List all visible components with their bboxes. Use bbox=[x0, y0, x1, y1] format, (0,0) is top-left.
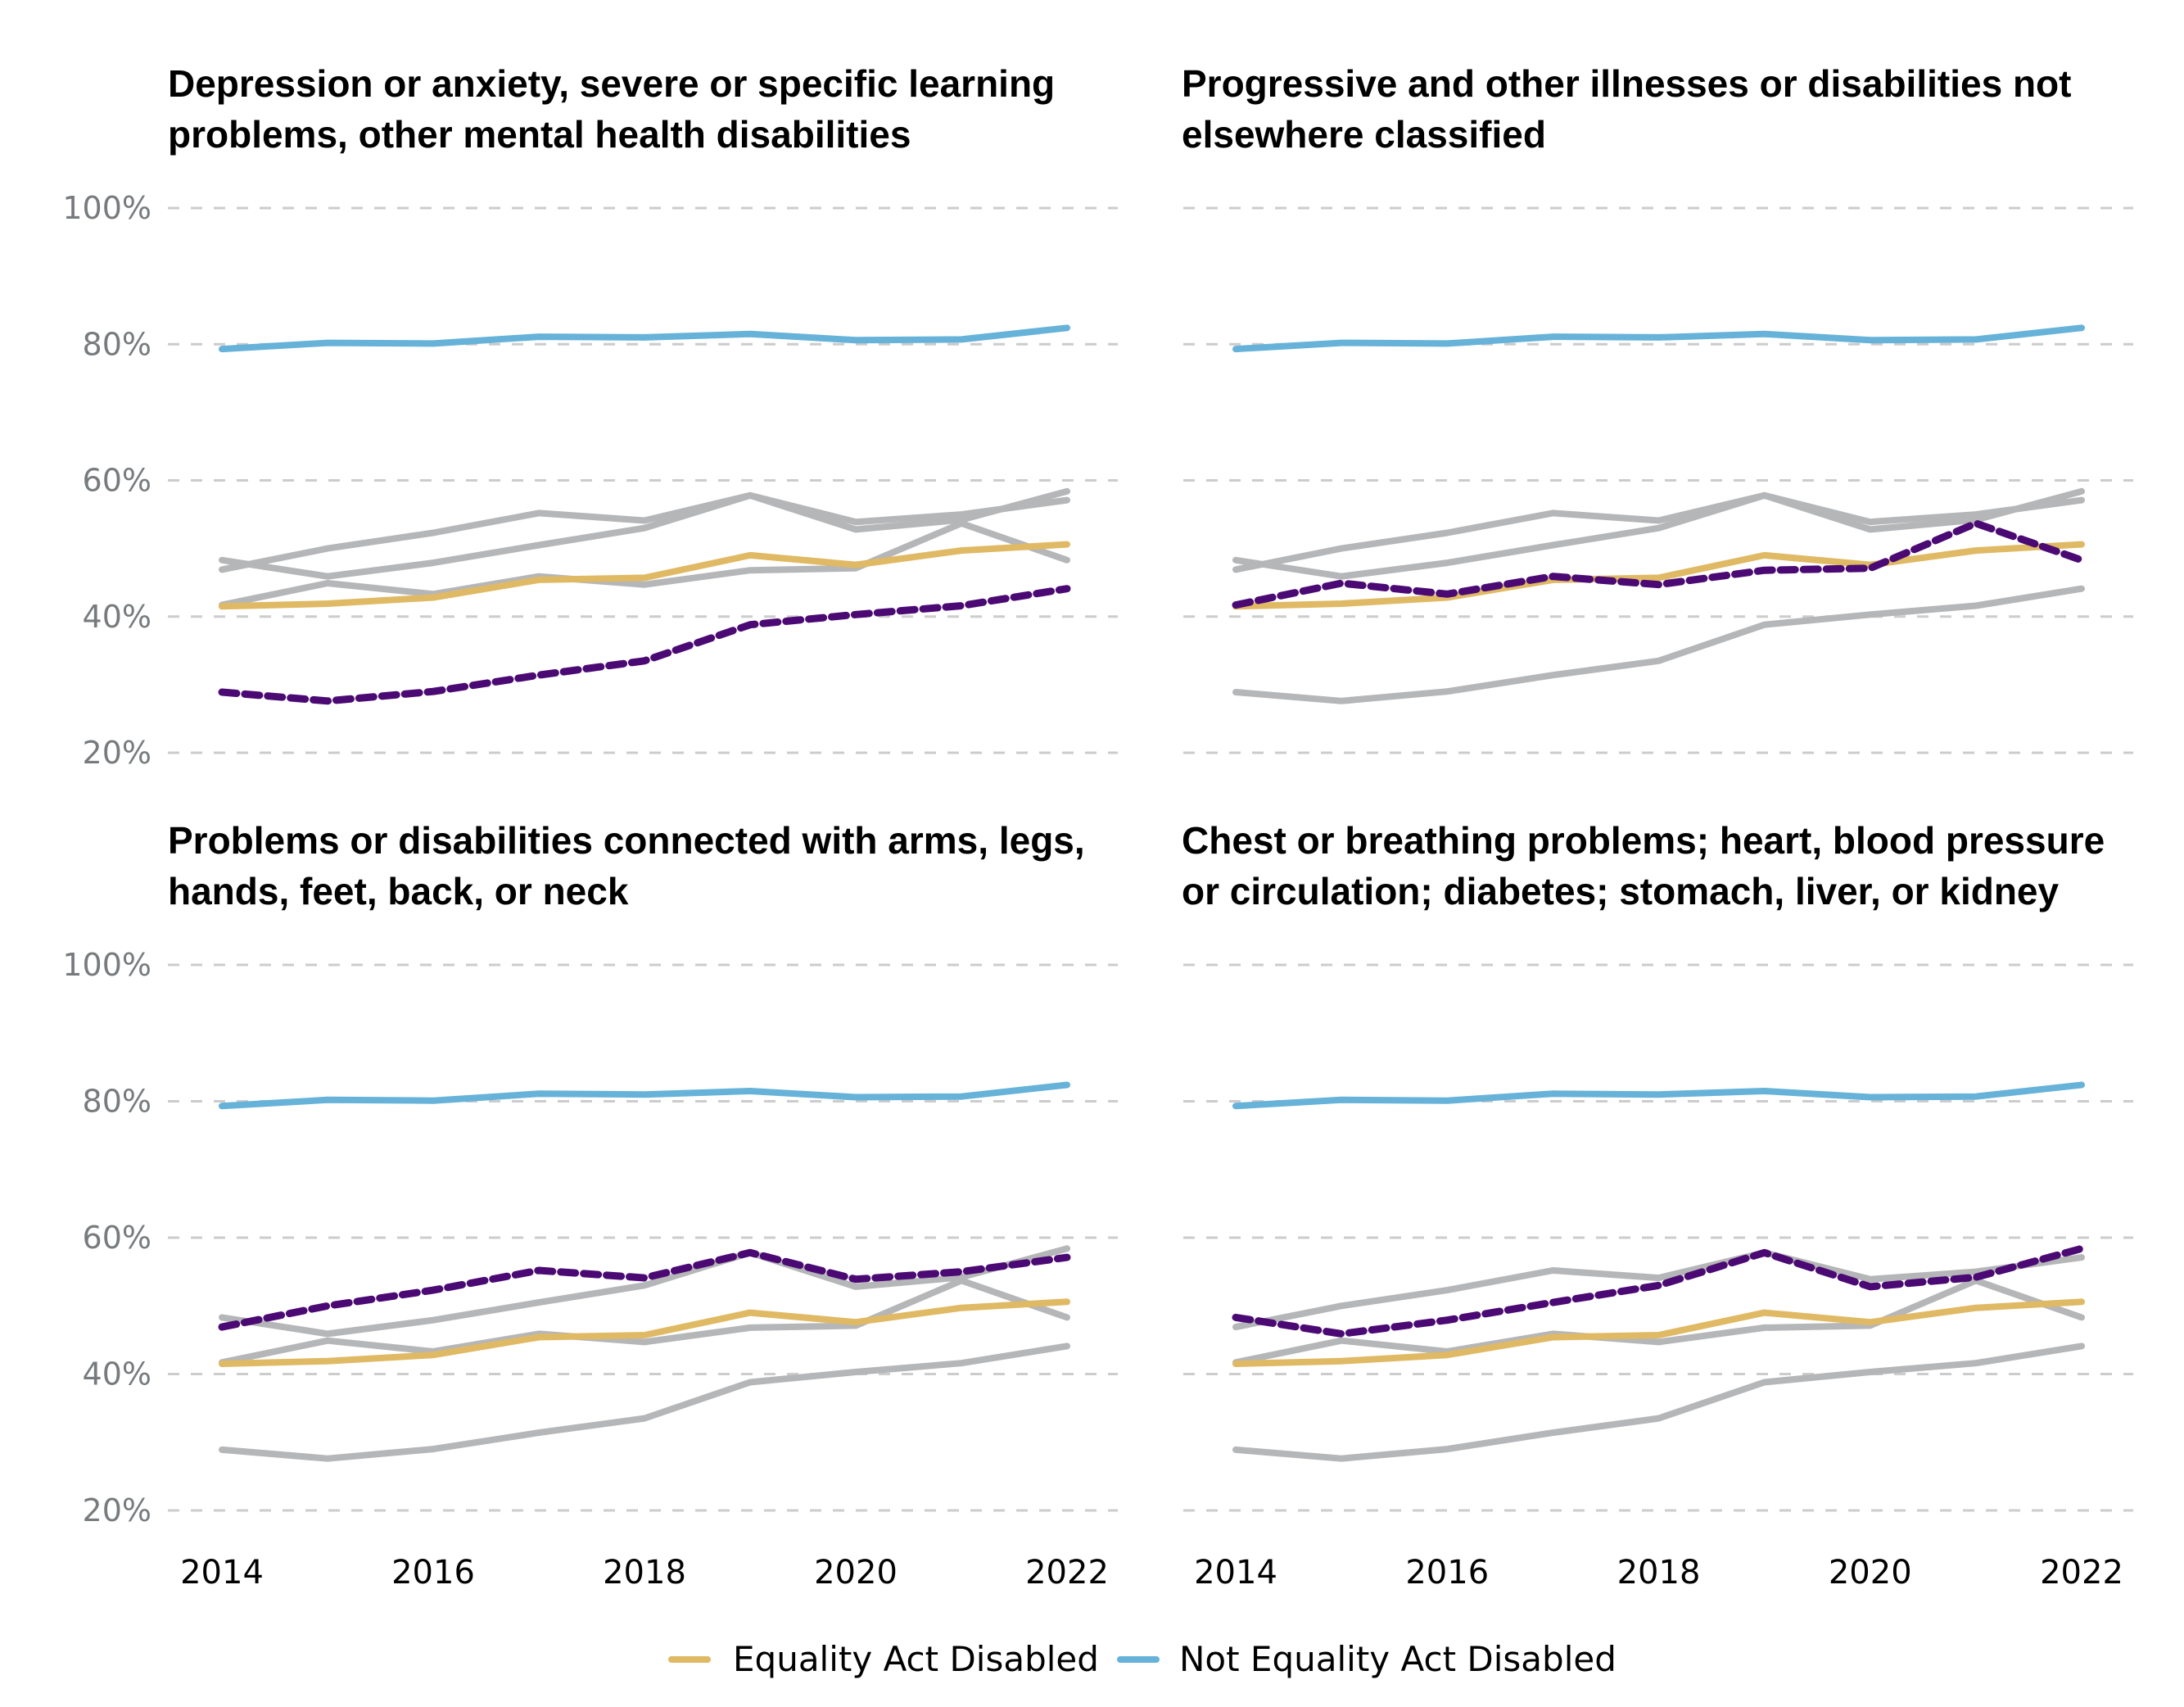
line-disabled bbox=[219, 1298, 1070, 1367]
line-progressive-context bbox=[1232, 1277, 2085, 1366]
panel-title-line: or circulation; diabetes; stomach, liver… bbox=[1182, 870, 2060, 912]
line-not_disabled bbox=[219, 1081, 1070, 1110]
line-arms-context bbox=[1232, 1249, 2085, 1331]
line-depression-context bbox=[1232, 585, 2085, 704]
x-tick-label: 2014 bbox=[1194, 1554, 1277, 1592]
y-tick-label: 100% bbox=[62, 190, 151, 226]
panel-title-line: problems, other mental health disabiliti… bbox=[168, 113, 911, 156]
panel-4: Chest or breathing problems; heart, bloo… bbox=[1182, 819, 2133, 1592]
panel-title-line: Chest or breathing problems; heart, bloo… bbox=[1182, 819, 2105, 862]
line-disabled bbox=[219, 541, 1070, 610]
y-tick-label: 60% bbox=[83, 463, 151, 499]
x-tick-label: 2018 bbox=[1617, 1554, 1701, 1592]
line-arms-context bbox=[219, 491, 1070, 573]
line-depression-context bbox=[1232, 1343, 2085, 1462]
panel-3: Problems or disabilities connected with … bbox=[62, 819, 1118, 1592]
legend-label: Equality Act Disabled bbox=[733, 1639, 1099, 1679]
line-chest-context bbox=[1232, 487, 2085, 580]
line-chest-context bbox=[219, 1245, 1070, 1338]
legend-label: Not Equality Act Disabled bbox=[1179, 1639, 1617, 1679]
line-not_disabled bbox=[1232, 1081, 2085, 1110]
x-tick-label: 2020 bbox=[1829, 1554, 1912, 1592]
panel-title-line: elsewhere classified bbox=[1182, 113, 1546, 156]
x-tick-label: 2022 bbox=[1025, 1554, 1109, 1592]
y-tick-label: 40% bbox=[83, 599, 151, 635]
line-disabled bbox=[1232, 1298, 2085, 1367]
y-tick-label: 80% bbox=[83, 326, 151, 362]
legend: Equality Act Disabled Not Equality Act Di… bbox=[668, 1639, 1617, 1679]
y-tick-label: 20% bbox=[83, 735, 151, 771]
line-arms-highlight bbox=[218, 1248, 1071, 1331]
line-depression-highlight bbox=[218, 585, 1071, 705]
line-progressive-highlight bbox=[1232, 519, 2086, 609]
x-tick-label: 2022 bbox=[2040, 1554, 2123, 1592]
x-tick-label: 2014 bbox=[180, 1554, 264, 1592]
x-tick-label: 2016 bbox=[391, 1554, 475, 1592]
y-tick-label: 60% bbox=[83, 1220, 151, 1256]
panel-title-line: hands, feet, back, or neck bbox=[168, 870, 629, 912]
y-tick-label: 20% bbox=[83, 1492, 151, 1528]
y-tick-label: 40% bbox=[83, 1356, 151, 1392]
line-progressive-context bbox=[219, 519, 1070, 609]
panel-2: Progressive and other illnesses or disab… bbox=[1182, 62, 2133, 754]
x-tick-label: 2020 bbox=[814, 1554, 898, 1592]
line-not_disabled bbox=[219, 324, 1070, 353]
x-tick-label: 2018 bbox=[603, 1554, 686, 1592]
y-tick-label: 80% bbox=[83, 1084, 151, 1120]
line-not_disabled bbox=[1232, 324, 2085, 353]
line-disabled bbox=[1232, 541, 2085, 610]
line-depression-context bbox=[219, 1343, 1070, 1462]
panel-title-line: Depression or anxiety, severe or specifi… bbox=[168, 62, 1055, 105]
line-progressive-context bbox=[219, 1277, 1070, 1366]
panel-title-line: Progressive and other illnesses or disab… bbox=[1182, 62, 2071, 105]
x-tick-label: 2016 bbox=[1405, 1554, 1489, 1592]
panel-title-line: Problems or disabilities connected with … bbox=[168, 819, 1085, 862]
panel-1: Depression or anxiety, severe or specifi… bbox=[62, 62, 1118, 771]
line-arms-context bbox=[1232, 491, 2085, 573]
line-chest-highlight bbox=[1232, 1244, 2086, 1338]
line-chest-context bbox=[219, 487, 1070, 580]
y-tick-label: 100% bbox=[62, 947, 151, 983]
